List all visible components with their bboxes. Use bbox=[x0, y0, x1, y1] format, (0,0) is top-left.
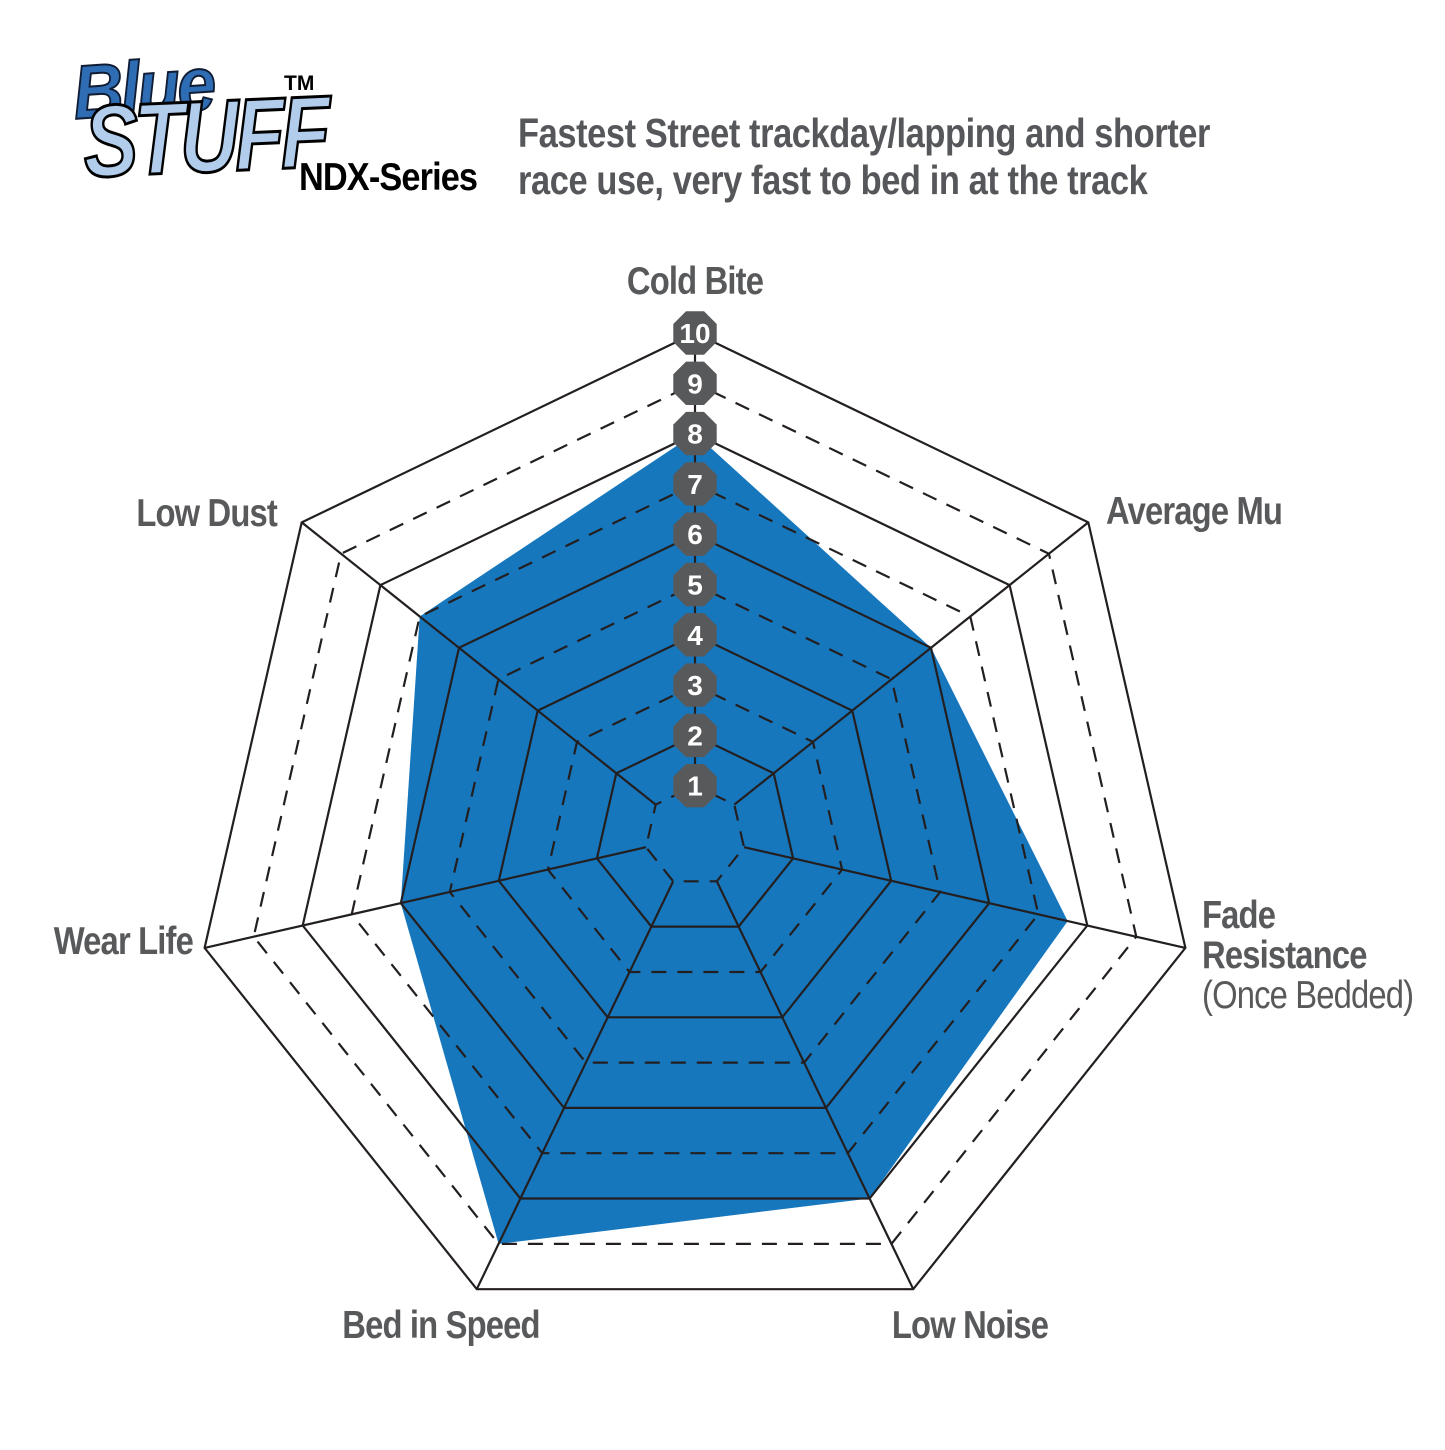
header-tagline-line2: race use, very fast to bed in at the tra… bbox=[518, 157, 1148, 203]
series-name: NDX-Series bbox=[299, 156, 478, 199]
scale-badge-label-6: 6 bbox=[687, 519, 703, 550]
scale-badge-2 bbox=[673, 713, 717, 758]
scale-badge-label-9: 9 bbox=[687, 368, 703, 399]
scale-badge-label-5: 5 bbox=[687, 570, 703, 601]
grid-ring-3 bbox=[546, 683, 844, 974]
scale-badge-6 bbox=[673, 512, 717, 556]
axis-label-fade-line2: Resistance bbox=[1202, 934, 1367, 977]
scale-badge-label-3: 3 bbox=[687, 670, 703, 701]
axis-label-bed-in-speed: Bed in Speed bbox=[342, 1304, 540, 1347]
grid-ring-7 bbox=[350, 482, 1040, 1155]
header-tagline-line1: Fastest Street trackday/lapping and shor… bbox=[518, 110, 1211, 156]
grid-ring-4 bbox=[497, 633, 893, 1019]
axis-label-fade-resistance: Fade Resistance (Once Bedded) bbox=[1202, 894, 1414, 1017]
grid-ring-10 bbox=[203, 331, 1187, 1291]
axis-label-fade-line1: Fade bbox=[1202, 894, 1276, 937]
scale-badge-label-8: 8 bbox=[687, 419, 703, 450]
scale-badge-10 bbox=[673, 311, 717, 355]
scale-badge-9 bbox=[673, 361, 717, 405]
axis-spoke-bed-in-speed bbox=[475, 880, 675, 1290]
scale-badge-label-4: 4 bbox=[687, 620, 703, 651]
axis-label-cold-bite: Cold Bite bbox=[626, 260, 764, 303]
grid-ring-1 bbox=[644, 784, 746, 883]
axis-spoke-low-noise bbox=[715, 880, 915, 1290]
scale-badge-8 bbox=[673, 411, 717, 456]
scale-badge-1 bbox=[673, 764, 717, 808]
axis-spoke-average-mu bbox=[733, 521, 1089, 806]
axis-label-low-noise: Low Noise bbox=[891, 1304, 1049, 1347]
scale-badge-7 bbox=[673, 462, 717, 506]
axis-label-low-dust: Low Dust bbox=[136, 492, 278, 535]
axis-spoke-fade-resistance-once-bedded bbox=[743, 846, 1186, 950]
scale-badge-label-10: 10 bbox=[679, 318, 710, 349]
scale-badge-4 bbox=[673, 613, 717, 657]
scale-badge-label-7: 7 bbox=[687, 469, 703, 500]
scale-badge-5 bbox=[673, 562, 717, 607]
grid-ring-6 bbox=[399, 532, 991, 1110]
scale-badge-label-2: 2 bbox=[687, 720, 703, 751]
scale-badge-3 bbox=[673, 663, 717, 707]
grid-ring-5 bbox=[448, 583, 942, 1064]
axis-label-fade-line3: (Once Bedded) bbox=[1202, 974, 1414, 1017]
header-tagline: Fastest Street trackday/lapping and shor… bbox=[518, 110, 1210, 204]
axis-label-average-mu: Average Mu bbox=[1106, 490, 1283, 533]
axis-spoke-wear-life bbox=[204, 846, 647, 950]
trademark-symbol: TM bbox=[284, 72, 315, 95]
performance-polygon bbox=[400, 433, 1068, 1244]
axis-label-wear-life: Wear Life bbox=[53, 920, 194, 963]
grid-ring-2 bbox=[595, 734, 795, 928]
scale-badge-label-1: 1 bbox=[687, 771, 703, 802]
grid-ring-9 bbox=[252, 382, 1138, 1246]
grid-ring-8 bbox=[301, 432, 1089, 1200]
axis-spoke-low-dust bbox=[301, 521, 657, 806]
